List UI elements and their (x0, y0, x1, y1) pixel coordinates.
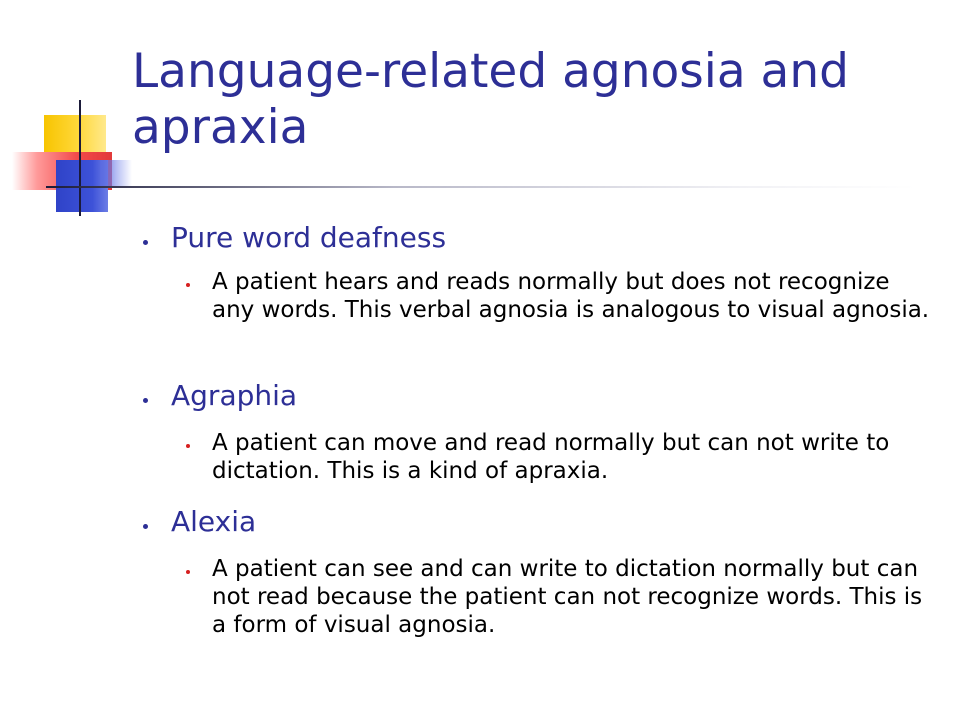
bullet-heading: Alexia (171, 505, 257, 538)
bullet-heading: Agraphia (171, 379, 298, 412)
bullet-dot-icon (143, 240, 148, 245)
bullet-detail: A patient hears and reads normally but d… (212, 269, 930, 323)
sub-bullet-dot-icon (186, 283, 190, 287)
ornament-vertical-line (79, 100, 81, 216)
sub-bullet-dot-icon (186, 570, 190, 574)
bullet-dot-icon (143, 398, 148, 403)
slide-title: Language-related agnosia and apraxia (132, 44, 849, 156)
bullet-detail: A patient can see and can write to dicta… (212, 556, 923, 638)
bullet-dot-icon (143, 524, 148, 529)
title-underline (46, 186, 916, 188)
bullet-detail: A patient can move and read normally but… (212, 430, 890, 484)
ornament-blue-fade (100, 160, 132, 188)
sub-bullet-dot-icon (186, 444, 190, 448)
bullet-heading: Pure word deafness (171, 221, 447, 254)
